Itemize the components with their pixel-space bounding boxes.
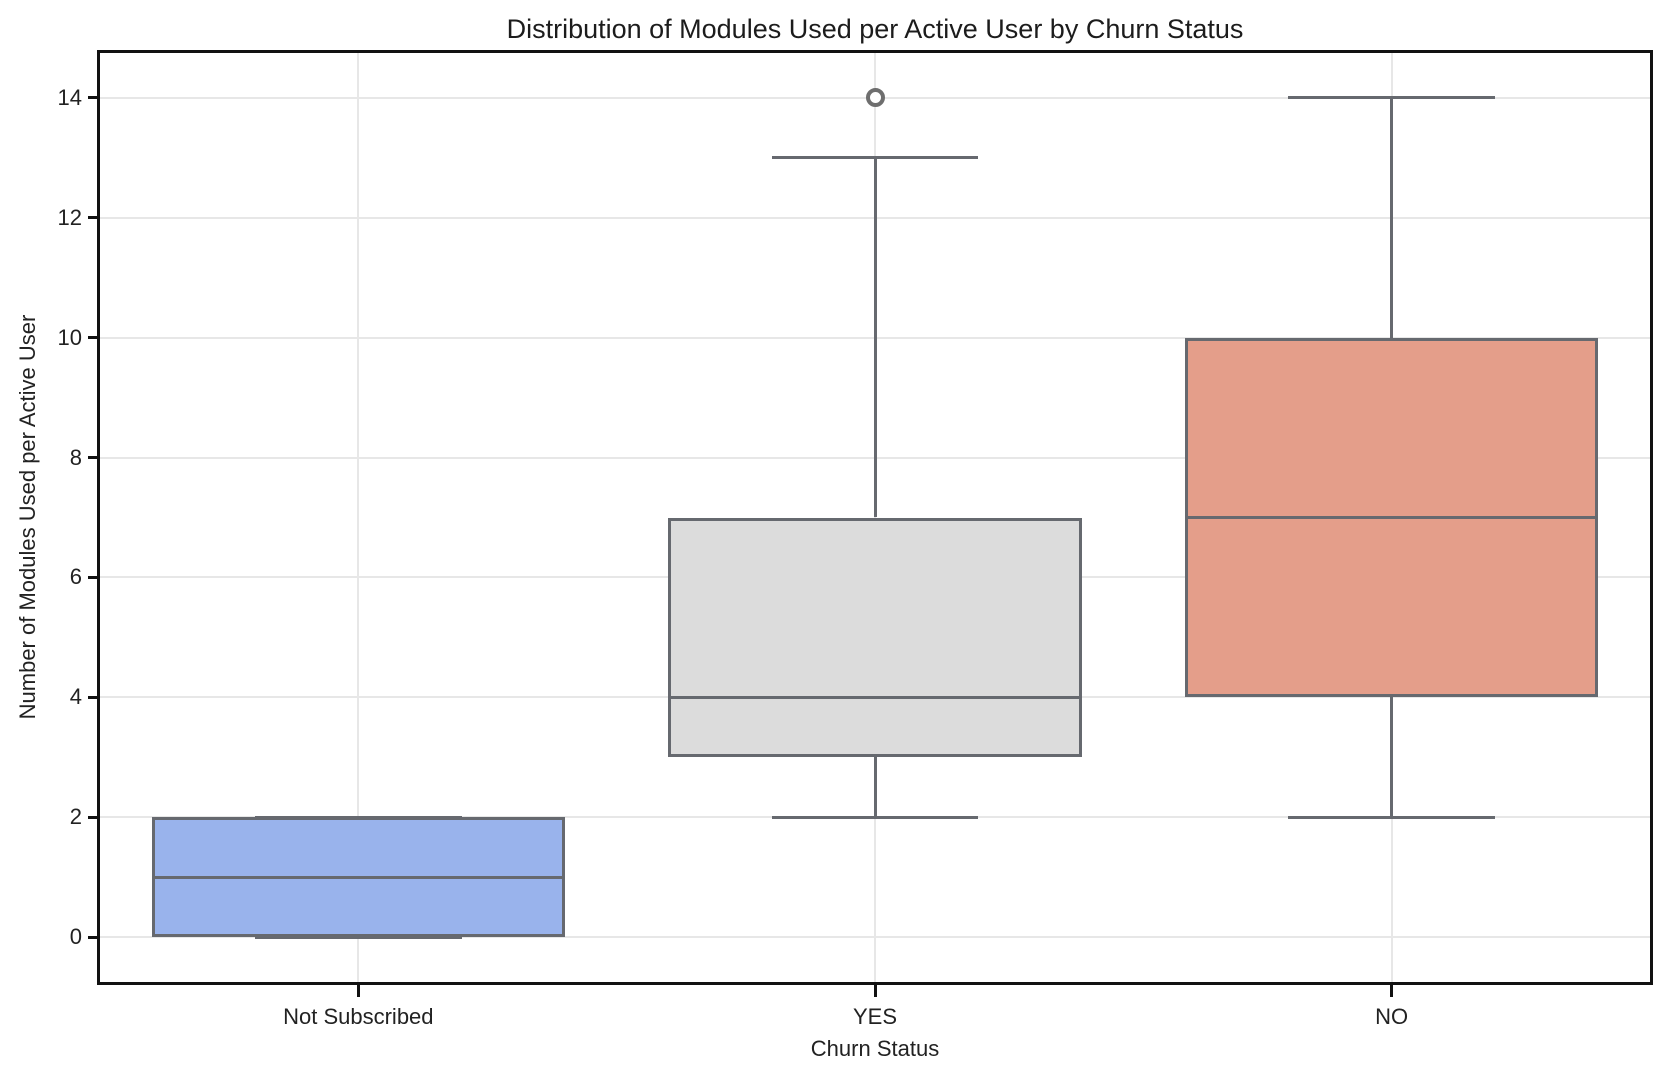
plot-area (97, 50, 1653, 985)
outlier-point (865, 88, 885, 108)
whisker-upper (873, 157, 877, 518)
y-tick-mark (88, 935, 100, 939)
median-line-not-subscribed (154, 875, 562, 879)
y-tick-mark (88, 96, 100, 100)
y-tick-mark (88, 456, 100, 460)
y-tick-label: 12 (57, 204, 82, 230)
y-tick-label: 10 (57, 324, 82, 350)
x-tick-mark (356, 985, 360, 997)
y-axis-label: Number of Modules Used per Active User (15, 314, 40, 720)
x-tick-mark (1390, 985, 1394, 997)
y-tick-mark (88, 815, 100, 819)
whisker-cap-upper (1288, 96, 1495, 100)
chart-title: Distribution of Modules Used per Active … (506, 14, 1244, 44)
x-axis-label: Churn Status (810, 1036, 940, 1061)
whisker-cap-lower (1288, 815, 1495, 819)
y-tick-mark (88, 695, 100, 699)
whisker-upper (1390, 97, 1394, 338)
x-tick-label: YES (852, 1004, 898, 1029)
x-tick-label: Not Subscribed (283, 1004, 434, 1029)
y-tick-mark (88, 575, 100, 579)
x-tick-label: NO (1375, 1004, 1409, 1029)
whisker-cap-lower (255, 935, 462, 939)
whisker-cap-upper (771, 156, 979, 160)
y-tick-label: 14 (57, 84, 82, 110)
y-tick-label: 0 (69, 924, 82, 950)
whisker-cap-lower (771, 815, 979, 819)
box-yes (668, 517, 1082, 758)
median-line-no (1188, 516, 1596, 519)
y-tick-mark (88, 216, 100, 220)
x-gridline (357, 53, 360, 982)
whisker-lower (1390, 697, 1394, 818)
y-tick-label: 2 (69, 804, 82, 830)
x-tick-mark (873, 985, 877, 997)
y-tick-label: 8 (69, 444, 82, 470)
y-tick-label: 6 (69, 564, 82, 590)
y-tick-mark (88, 336, 100, 340)
y-tick-label: 4 (69, 684, 82, 710)
whisker-lower (873, 757, 877, 818)
median-line-yes (671, 695, 1079, 699)
